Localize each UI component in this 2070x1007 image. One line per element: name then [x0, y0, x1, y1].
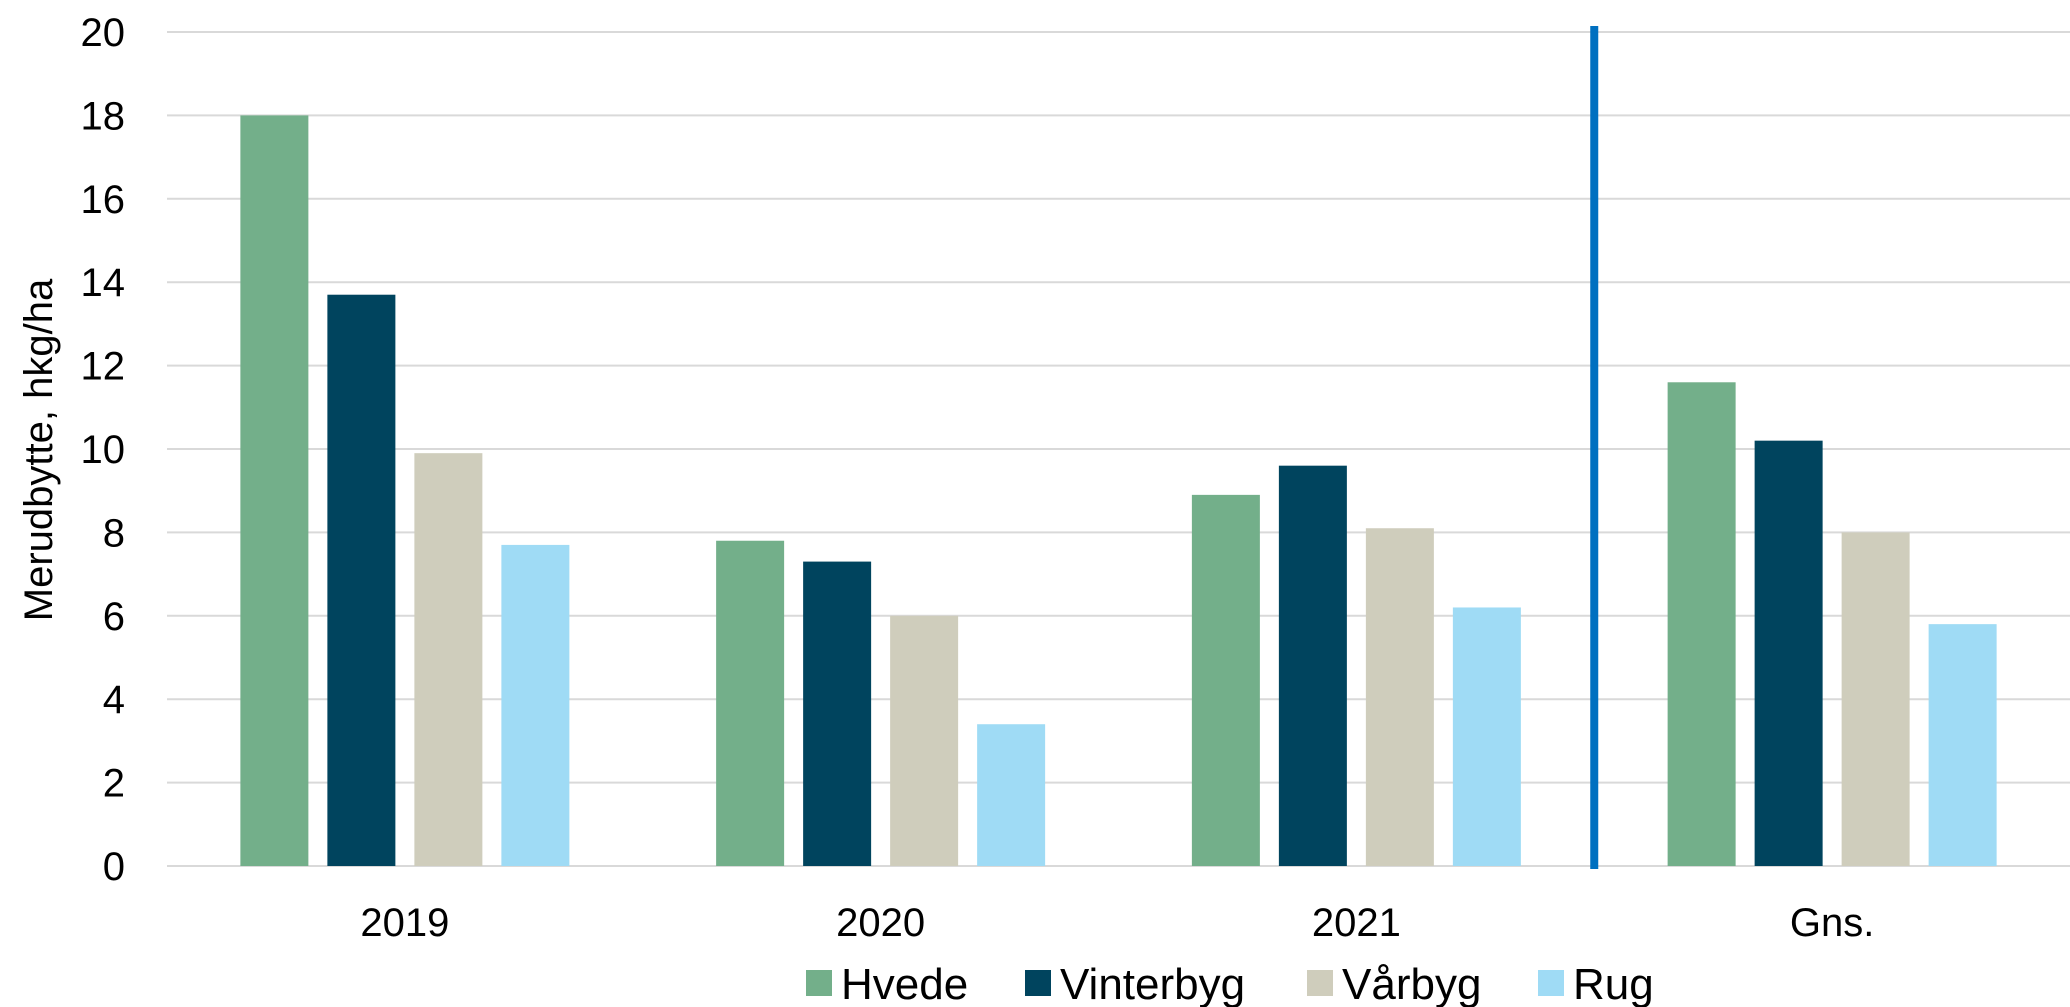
- y-tick-label: 12: [81, 345, 126, 389]
- legend-swatch-hvede: [806, 970, 832, 996]
- x-axis-ticks: 2019 2020 2021 Gns.: [360, 901, 1874, 945]
- y-tick-label: 0: [103, 845, 125, 889]
- bar-vinterbyg-2020: [803, 561, 872, 866]
- bar-rug-2019: [501, 544, 570, 866]
- y-tick-label: 10: [81, 428, 126, 472]
- legend: Hvede Vinterbyg Vårbyg Rug: [806, 960, 1654, 1007]
- legend-label-hvede: Hvede: [841, 960, 968, 1007]
- legend-label-vinterbyg: Vinterbyg: [1060, 960, 1245, 1007]
- legend-swatch-rug: [1538, 970, 1564, 996]
- bar-vinterbyg-gns: [1754, 440, 1823, 866]
- x-tick-label: 2019: [360, 901, 449, 945]
- y-tick-label: 2: [103, 762, 125, 806]
- bar-vårbyg-2019: [414, 453, 483, 866]
- y-tick-label: 8: [103, 511, 125, 555]
- bar-vårbyg-gns: [1841, 532, 1910, 866]
- y-tick-label: 4: [103, 678, 125, 722]
- y-tick-label: 14: [81, 261, 126, 305]
- y-tick-label: 18: [81, 94, 126, 138]
- y-axis-title: Merudbytte, hkg/ha: [17, 278, 61, 621]
- legend-swatch-vinterbyg: [1025, 970, 1051, 996]
- bar-rug-2021: [1452, 607, 1521, 866]
- bar-hvede-2019: [240, 115, 309, 866]
- bar-hvede-gns: [1667, 382, 1736, 866]
- bars: [240, 115, 1997, 867]
- bar-vinterbyg-2019: [327, 294, 396, 867]
- legend-label-rug: Rug: [1573, 960, 1654, 1007]
- x-tick-label: Gns.: [1790, 901, 1874, 945]
- gridlines: [167, 31, 2070, 867]
- bar-vårbyg-2021: [1365, 528, 1434, 866]
- bar-rug-gns: [1928, 624, 1997, 866]
- bar-vårbyg-2020: [890, 615, 959, 866]
- y-tick-label: 20: [81, 11, 126, 55]
- y-tick-label: 16: [81, 178, 126, 222]
- bar-rug-2020: [977, 724, 1046, 866]
- bar-hvede-2020: [716, 540, 785, 866]
- bar-vinterbyg-2021: [1278, 465, 1347, 866]
- x-tick-label: 2020: [836, 901, 925, 945]
- x-tick-label: 2021: [1312, 901, 1401, 945]
- bar-hvede-2021: [1191, 494, 1260, 866]
- y-axis-ticks: 0 2 4 6 8 10 12 14 16 18 20: [81, 11, 126, 889]
- legend-label-vårbyg: Vårbyg: [1342, 960, 1481, 1007]
- legend-swatch-vårbyg: [1307, 970, 1333, 996]
- y-tick-label: 6: [103, 595, 125, 639]
